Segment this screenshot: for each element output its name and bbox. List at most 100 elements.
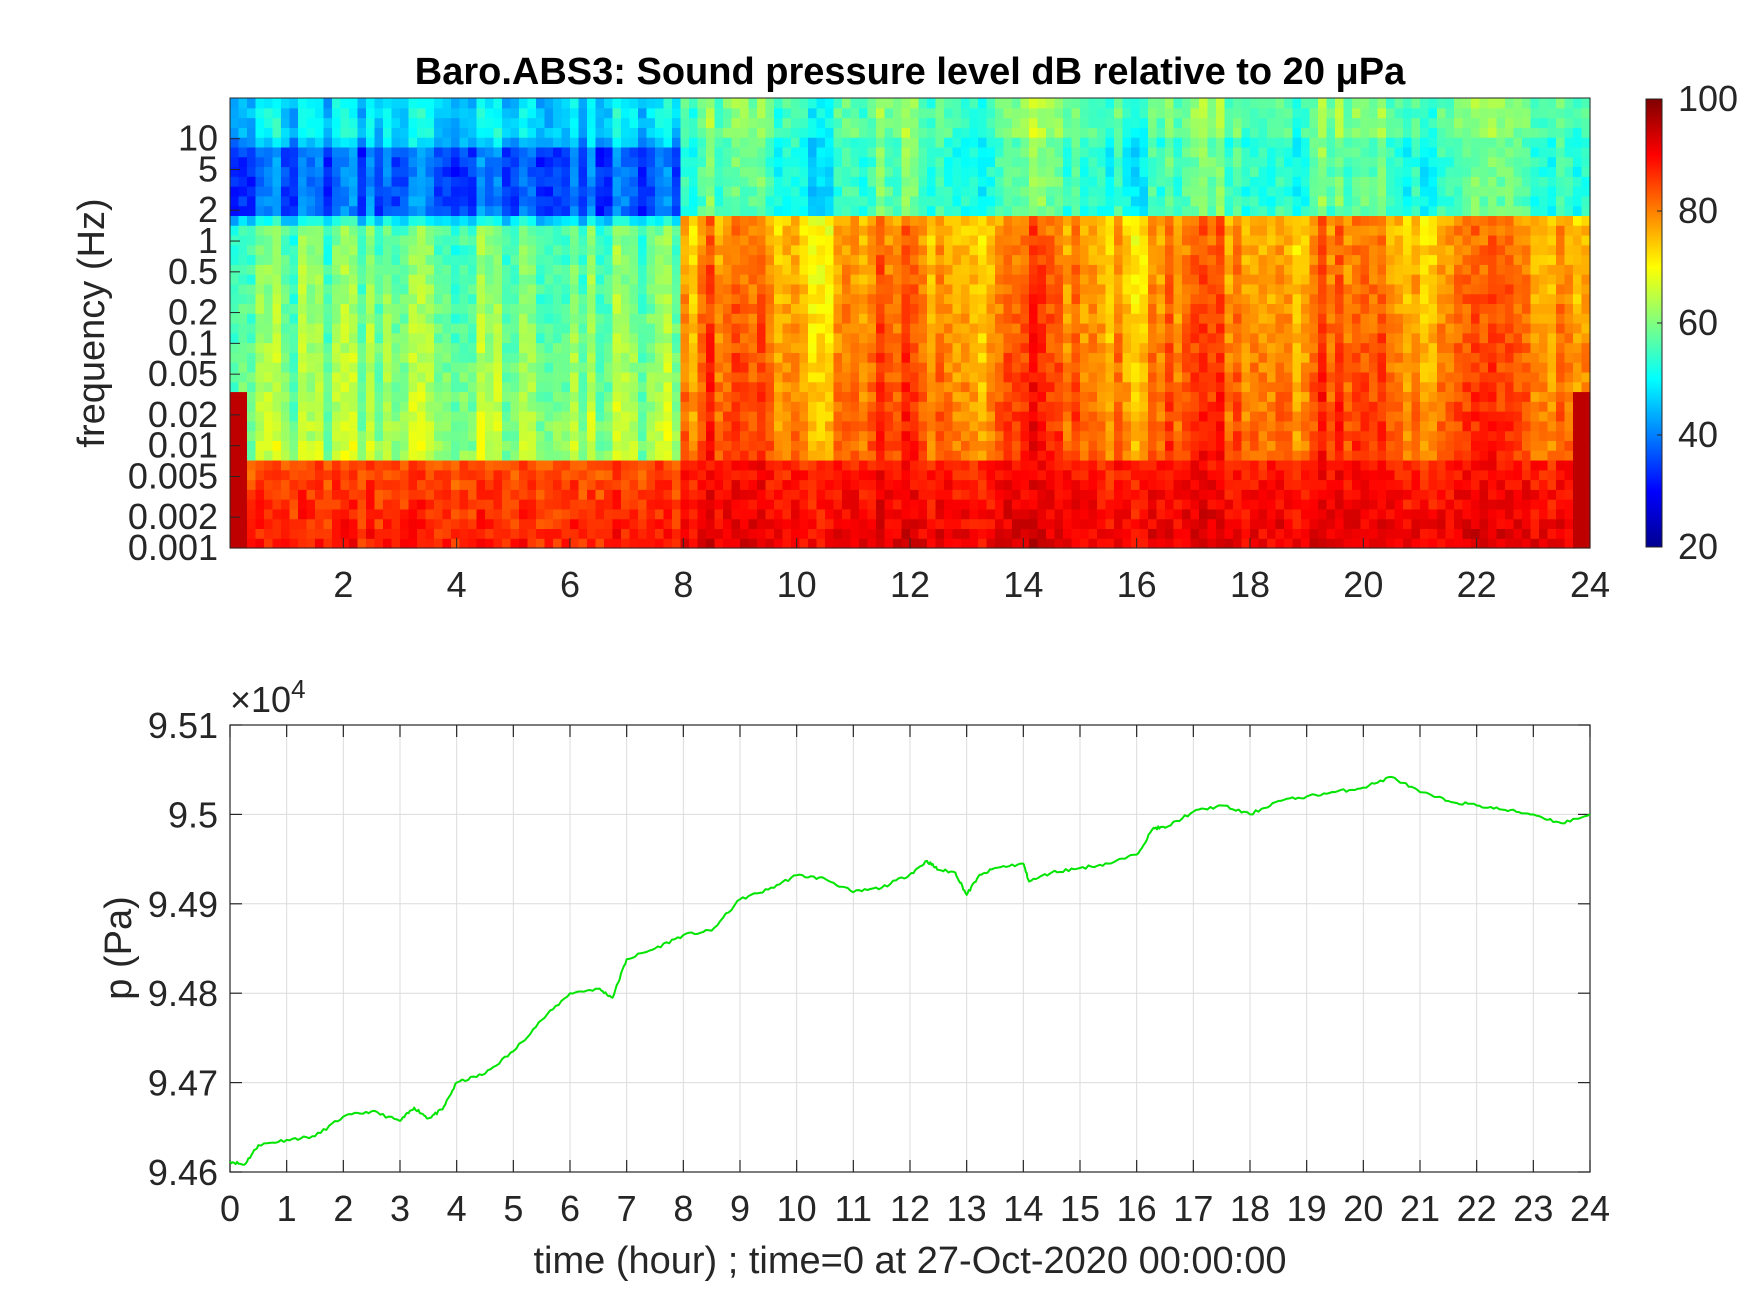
heatmap-cell: [1080, 371, 1090, 383]
heatmap-cell: [527, 420, 537, 432]
heatmap-cell: [595, 254, 605, 265]
heatmap-cell: [638, 303, 648, 314]
heatmap-cell: [901, 313, 911, 324]
heatmap-cell: [1097, 195, 1107, 207]
heatmap-cell: [544, 459, 554, 471]
heatmap-cell: [825, 489, 835, 500]
heatmap-cell: [332, 146, 342, 158]
heatmap-cell: [289, 156, 299, 168]
heatmap-cell: [714, 469, 724, 481]
heatmap-cell: [349, 117, 359, 128]
heatmap-cell: [298, 332, 308, 344]
heatmap-cell: [493, 166, 503, 177]
heatmap-cell: [442, 283, 452, 295]
heatmap-cell: [689, 528, 699, 539]
heatmap-cell: [519, 391, 529, 402]
heatmap-cell: [986, 146, 996, 158]
heatmap-cell: [281, 362, 291, 373]
heatmap-cell: [969, 489, 979, 500]
heatmap-cell: [247, 459, 257, 471]
heatmap-cell: [1037, 381, 1047, 393]
heatmap-cell: [723, 411, 733, 422]
heatmap-cell: [808, 234, 818, 246]
heatmap-cell: [952, 264, 962, 275]
heatmap-cell: [621, 234, 631, 246]
heatmap-cell: [383, 538, 393, 549]
heatmap-cell: [629, 303, 639, 314]
heatmap-cell: [680, 195, 690, 207]
heatmap-cell: [493, 420, 503, 432]
heatmap-cell: [230, 264, 240, 275]
heatmap-cell: [638, 176, 648, 187]
heatmap-cell: [765, 98, 775, 109]
heatmap-cell: [1037, 274, 1047, 285]
heatmap-cell: [238, 264, 248, 275]
heatmap-cell: [816, 264, 826, 275]
heatmap-cell: [383, 313, 393, 324]
heatmap-cell: [918, 98, 928, 109]
heatmap-cell: [468, 293, 478, 305]
heatmap-cell: [612, 215, 622, 226]
heatmap-cell: [1139, 469, 1149, 481]
heatmap-cell: [417, 430, 427, 441]
heatmap-cell: [612, 313, 622, 324]
heatmap-cell: [1139, 127, 1149, 138]
heatmap-cell: [612, 450, 622, 461]
heatmap-cell: [323, 499, 333, 510]
heatmap-cell: [374, 499, 384, 510]
heatmap-cell: [723, 166, 733, 177]
heatmap-cell: [476, 146, 486, 158]
heatmap-cell: [884, 323, 894, 334]
heatmap-cell: [995, 107, 1005, 119]
heatmap-cell: [1139, 381, 1149, 393]
heatmap-cell: [1037, 254, 1047, 265]
heatmap-cell: [332, 195, 342, 207]
heatmap-cell: [247, 205, 257, 216]
heatmap-cell: [1071, 371, 1081, 383]
heatmap-cell: [578, 195, 588, 207]
heatmap-cell: [935, 137, 945, 148]
heatmap-cell: [578, 430, 588, 441]
heatmap-cell: [833, 205, 843, 216]
heatmap-cell: [757, 420, 767, 432]
heatmap-cell: [910, 313, 920, 324]
heatmap-cell: [918, 186, 928, 197]
heatmap-cell: [289, 430, 299, 441]
heatmap-cell: [510, 176, 520, 187]
heatmap-cell: [646, 342, 656, 353]
heatmap-cell: [476, 166, 486, 177]
heatmap-cell: [272, 469, 282, 481]
heatmap-cell: [748, 459, 758, 471]
heatmap-cell: [442, 508, 452, 520]
heatmap-cell: [544, 176, 554, 187]
heatmap-cell: [723, 98, 733, 109]
heatmap-cell: [1012, 352, 1022, 363]
heatmap-cell: [740, 440, 750, 451]
heatmap-cell: [629, 391, 639, 402]
heatmap-cell: [680, 283, 690, 295]
heatmap-cell: [612, 323, 622, 334]
heatmap-cell: [1054, 459, 1064, 471]
heatmap-cell: [323, 205, 333, 216]
heatmap-cell: [425, 244, 435, 256]
heatmap-cell: [672, 381, 682, 393]
heatmap-cell: [663, 244, 673, 256]
heatmap-cell: [230, 342, 240, 353]
heatmap-cell: [969, 420, 979, 432]
heatmap-cell: [859, 479, 869, 490]
heatmap-cell: [910, 283, 920, 295]
heatmap-cell: [791, 254, 801, 265]
heatmap-cell: [1037, 195, 1047, 207]
heatmap-cell: [425, 117, 435, 128]
heatmap-cell: [825, 234, 835, 246]
heatmap-cell: [1020, 146, 1030, 158]
heatmap-cell: [825, 450, 835, 461]
heatmap-cell: [1063, 401, 1073, 412]
heatmap-cell: [1029, 420, 1039, 432]
heatmap-cell: [451, 117, 461, 128]
heatmap-cell: [680, 215, 690, 226]
heatmap-cell: [434, 283, 444, 295]
heatmap-cell: [740, 254, 750, 265]
heatmap-cell: [757, 538, 767, 549]
heatmap-cell: [952, 440, 962, 451]
